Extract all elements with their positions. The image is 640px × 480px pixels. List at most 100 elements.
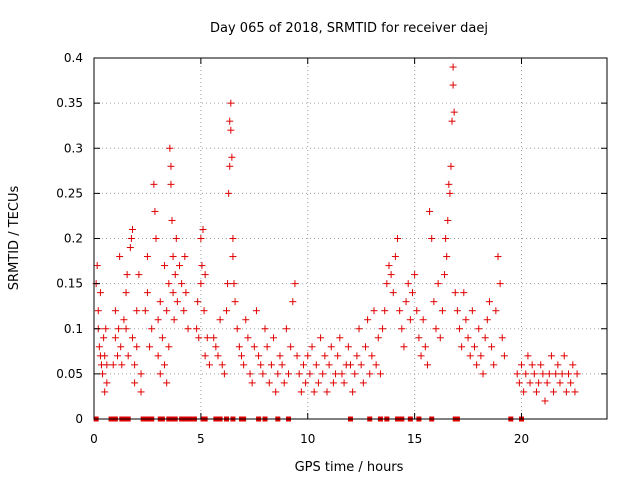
- y-tick-label: 0: [75, 412, 83, 426]
- data-point: [541, 397, 549, 405]
- data-point: [448, 117, 456, 125]
- data-point: [289, 298, 297, 306]
- data-point: [237, 352, 245, 360]
- data-point: [116, 253, 124, 261]
- data-point: [567, 379, 575, 387]
- data-point: [133, 307, 141, 315]
- data-point: [244, 334, 252, 342]
- data-point: [338, 370, 346, 378]
- data-point: [120, 316, 128, 324]
- data-point: [466, 352, 474, 360]
- data-point: [151, 207, 159, 215]
- data-point: [528, 361, 536, 369]
- data-point: [231, 298, 239, 306]
- data-point: [103, 361, 111, 369]
- data-point: [344, 343, 352, 351]
- data-point: [494, 253, 502, 261]
- data-point: [223, 307, 231, 315]
- data-point: [172, 235, 180, 242]
- data-point: [438, 307, 446, 315]
- data-point: [161, 262, 169, 270]
- data-point: [370, 307, 378, 315]
- data-point: [406, 316, 414, 324]
- data-point: [212, 343, 220, 351]
- data-point: [552, 370, 560, 378]
- data-point: [558, 370, 566, 378]
- data-point: [193, 325, 201, 333]
- data-point: [490, 361, 498, 369]
- y-tick-label: 0.05: [56, 367, 83, 381]
- data-point: [126, 244, 134, 252]
- data-point: [323, 388, 331, 396]
- data-point: [449, 81, 457, 89]
- data-point: [267, 361, 275, 369]
- data-point: [417, 352, 425, 360]
- data-point: [156, 298, 164, 306]
- data-point: [442, 235, 450, 242]
- data-point: [332, 370, 340, 378]
- data-point: [124, 352, 132, 360]
- data-point: [148, 325, 156, 333]
- data-point: [143, 253, 151, 261]
- data-point: [143, 289, 151, 297]
- data-point: [176, 262, 183, 270]
- data-point: [310, 388, 318, 396]
- data-point: [101, 388, 109, 396]
- ticks-layer: 0 5 10 15 20 0 0.05 0.1 0.15 0.2 0.25 0.3 0.35 0.4: [56, 51, 607, 446]
- data-point: [421, 343, 429, 351]
- data-point: [357, 361, 365, 369]
- data-point: [114, 352, 122, 360]
- data-point: [128, 334, 136, 342]
- data-point: [233, 325, 241, 333]
- data-point: [199, 225, 207, 233]
- data-point: [169, 253, 177, 261]
- data-point: [573, 370, 581, 378]
- data-point: [111, 307, 119, 315]
- data-point: [100, 334, 108, 342]
- data-point: [496, 280, 504, 288]
- data-point: [224, 280, 232, 288]
- data-point: [96, 289, 104, 297]
- data-point: [229, 253, 237, 261]
- data-point: [218, 361, 226, 369]
- data-point: [443, 253, 451, 261]
- data-point: [436, 334, 444, 342]
- data-point: [182, 289, 190, 297]
- data-point: [543, 379, 551, 387]
- data-point: [270, 334, 278, 342]
- data-points-layer: [92, 63, 581, 405]
- data-point: [413, 307, 421, 315]
- data-point: [396, 307, 404, 315]
- data-point: [372, 361, 380, 369]
- data-point: [259, 370, 267, 378]
- data-point: [156, 370, 164, 378]
- data-point: [227, 126, 235, 134]
- x-tick-label: 0: [90, 432, 98, 446]
- data-point: [274, 370, 282, 378]
- data-point: [293, 352, 301, 360]
- data-point: [325, 361, 333, 369]
- y-tick-label: 0.4: [64, 51, 83, 65]
- data-point: [282, 325, 290, 333]
- data-point: [456, 325, 464, 333]
- data-point: [163, 307, 171, 315]
- data-point: [111, 334, 119, 342]
- data-point: [515, 379, 523, 387]
- data-point: [462, 316, 470, 324]
- data-point: [389, 289, 397, 297]
- data-point: [184, 325, 192, 333]
- data-point: [464, 334, 472, 342]
- data-point: [131, 361, 139, 369]
- data-point: [103, 379, 111, 387]
- data-point: [319, 370, 327, 378]
- data-point: [498, 334, 506, 342]
- data-point: [374, 334, 382, 342]
- data-point: [450, 108, 458, 116]
- data-point: [402, 298, 410, 306]
- data-point: [99, 370, 107, 378]
- data-point: [252, 307, 260, 315]
- data-point: [255, 352, 263, 360]
- x-tick-label: 10: [300, 432, 315, 446]
- data-point: [426, 207, 434, 215]
